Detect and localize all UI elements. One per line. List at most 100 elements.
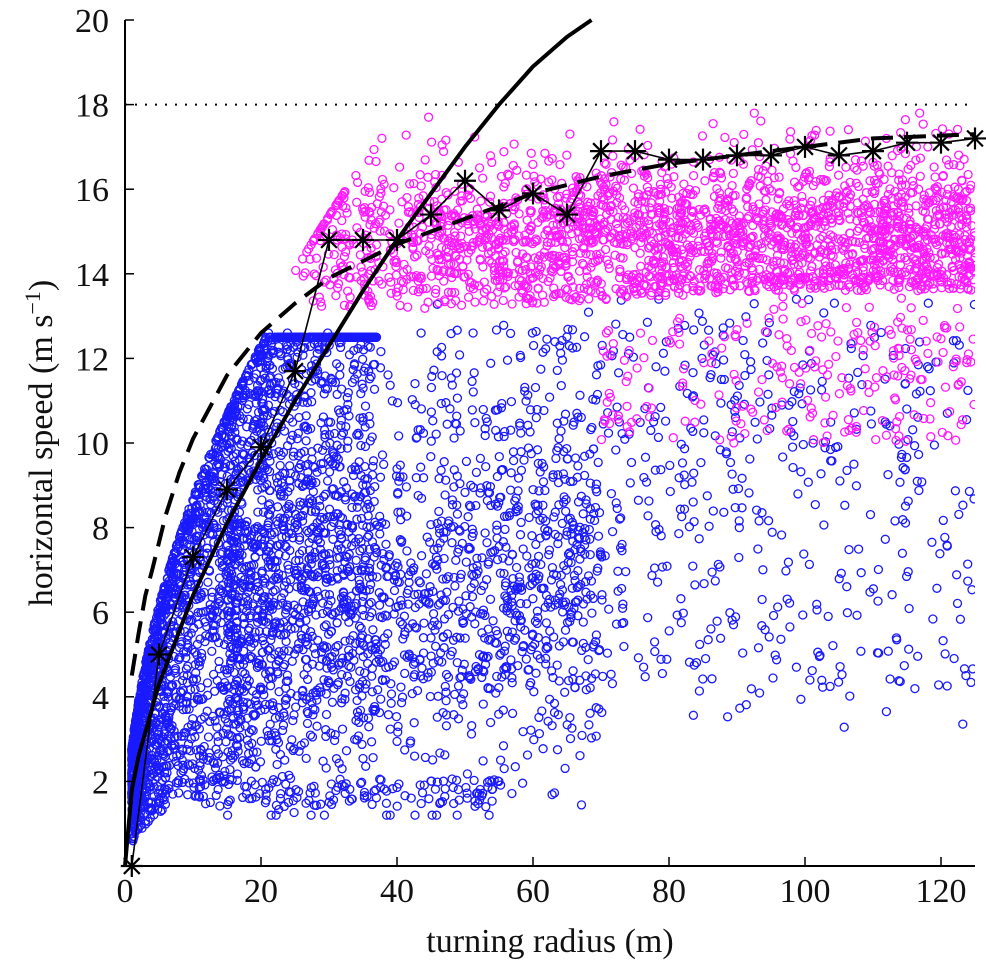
blue-point — [579, 470, 590, 481]
blue-point — [478, 756, 488, 766]
blue-point — [392, 736, 402, 747]
blue-point — [327, 447, 338, 457]
blue-point — [327, 697, 338, 707]
blue-point — [181, 664, 192, 674]
blue-point — [607, 526, 618, 537]
blue-point — [521, 654, 531, 664]
blue-point — [755, 397, 765, 407]
blue-point — [559, 560, 569, 571]
blue-point — [301, 422, 311, 432]
blue-point — [441, 710, 452, 720]
blue-point — [337, 694, 347, 704]
blue-point — [306, 810, 316, 820]
blue-point — [750, 417, 760, 427]
blue-point — [263, 597, 273, 607]
blue-point — [677, 511, 687, 522]
blue-point — [252, 522, 263, 532]
blue-point — [250, 552, 260, 562]
blue-point — [272, 759, 282, 770]
blue-point — [342, 443, 353, 453]
blue-point — [364, 599, 374, 609]
blue-point — [758, 565, 768, 575]
blue-point — [576, 800, 587, 810]
blue-point — [288, 745, 298, 756]
blue-point — [200, 636, 210, 647]
blue-point — [507, 601, 517, 611]
blue-point — [453, 681, 464, 691]
blue-point — [188, 495, 198, 505]
blue-point — [561, 494, 571, 505]
blue-point — [955, 614, 966, 624]
blue-point — [281, 605, 291, 615]
blue-point — [211, 632, 221, 642]
blue-point — [363, 713, 374, 723]
blue-points — [127, 294, 975, 846]
blue-point — [268, 449, 279, 459]
blue-point — [441, 398, 451, 408]
blue-point — [232, 769, 243, 779]
blue-point — [532, 445, 543, 455]
blue-point — [535, 467, 545, 477]
blue-point — [151, 717, 161, 727]
blue-point — [361, 480, 371, 490]
blue-point — [688, 367, 698, 378]
blue-point — [296, 581, 306, 591]
blue-point — [340, 688, 350, 698]
blue-point — [607, 678, 618, 689]
blue-point — [317, 608, 328, 619]
blue-point — [291, 556, 301, 566]
blue-point — [478, 404, 488, 415]
blue-point — [793, 489, 803, 499]
blue-point — [557, 518, 567, 529]
blue-point — [383, 370, 393, 380]
blue-point — [340, 332, 350, 342]
blue-point — [664, 626, 674, 636]
blue-point — [265, 499, 275, 509]
blue-point — [282, 328, 293, 338]
blue-point — [364, 722, 374, 732]
blue-point — [301, 753, 311, 764]
blue-point — [715, 633, 726, 643]
blue-point — [215, 586, 226, 596]
blue-point — [288, 342, 299, 352]
blue-point — [968, 664, 975, 674]
blue-point — [406, 558, 416, 568]
blue-point — [274, 655, 284, 665]
blue-point — [708, 506, 718, 516]
blue-point — [890, 516, 900, 526]
blue-point — [853, 544, 864, 554]
blue-point — [575, 675, 585, 685]
blue-point — [143, 688, 153, 698]
blue-point — [270, 728, 280, 738]
blue-point — [499, 763, 509, 774]
blue-point — [923, 298, 933, 308]
blue-point — [425, 582, 435, 592]
blue-point — [225, 764, 235, 775]
blue-point — [215, 801, 225, 811]
blue-point — [364, 611, 375, 622]
blue-point — [381, 539, 391, 549]
blue-point — [461, 782, 471, 793]
blue-point — [333, 680, 343, 690]
blue-point — [698, 674, 708, 684]
blue-point — [835, 476, 845, 486]
blue-point — [319, 491, 329, 502]
blue-point — [256, 705, 266, 715]
blue-point — [597, 595, 607, 605]
blue-point — [476, 585, 486, 596]
blue-point — [217, 556, 227, 566]
blue-point — [202, 492, 212, 502]
blue-point — [202, 543, 212, 553]
blue-point — [492, 671, 502, 682]
blue-point — [913, 651, 923, 661]
blue-point — [538, 744, 548, 754]
blue-point — [418, 648, 429, 658]
blue-point — [433, 543, 443, 553]
magenta-point — [811, 125, 821, 136]
blue-point — [426, 382, 437, 393]
blue-point — [885, 674, 895, 684]
blue-point — [174, 539, 184, 549]
blue-point — [592, 389, 603, 400]
blue-point — [969, 494, 975, 504]
